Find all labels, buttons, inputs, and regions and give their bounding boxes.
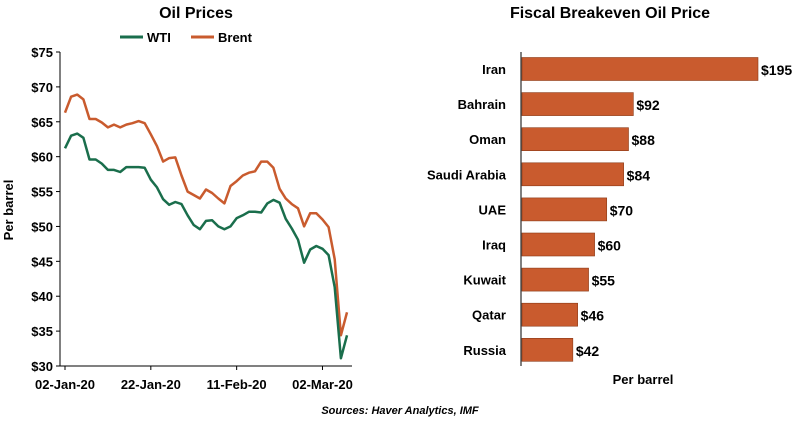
y-tick-label: $30 bbox=[31, 359, 53, 374]
bar-value-label: $55 bbox=[592, 273, 616, 289]
legend-brent-label: Brent bbox=[218, 30, 253, 45]
bar-kuwait bbox=[521, 267, 589, 292]
series-line-brent bbox=[63, 93, 349, 337]
bar-value-label: $46 bbox=[581, 308, 605, 324]
y-tick-label: $35 bbox=[31, 324, 53, 339]
oil-prices-title: Oil Prices bbox=[159, 5, 233, 22]
bar-category-label: Oman bbox=[469, 132, 506, 147]
breakeven-chart: Fiscal Breakeven Oil Price Iran $195 Bahra… bbox=[427, 5, 792, 387]
bar-category-label: Bahrain bbox=[458, 97, 506, 112]
y-axis-label: Per barrel bbox=[1, 180, 16, 241]
source-note: Sources: Haver Analytics, IMF bbox=[321, 405, 479, 417]
bar-category-label: UAE bbox=[479, 202, 507, 217]
bar-x-axis-label: Per barrel bbox=[613, 372, 674, 387]
x-tick-label: 02-Mar-20 bbox=[292, 377, 353, 392]
plot-lines bbox=[63, 93, 349, 360]
y-tick-label: $60 bbox=[31, 150, 53, 165]
y-tick-label: $45 bbox=[31, 254, 53, 269]
x-tick-label: 22-Jan-20 bbox=[121, 377, 181, 392]
bar-value-label: $60 bbox=[598, 238, 622, 254]
bar-value-label: $88 bbox=[632, 132, 656, 148]
bar-uae bbox=[521, 197, 608, 222]
y-tick-label: $65 bbox=[31, 115, 53, 130]
bar-value-label: $70 bbox=[610, 202, 634, 218]
bar-saudi-arabia bbox=[521, 162, 624, 187]
bar-value-label: $42 bbox=[576, 343, 600, 359]
bars: Iran $195 Bahrain $92 Oman $88 Saudi Arabia $84… bbox=[427, 57, 792, 362]
x-tick-label: 02-Jan-20 bbox=[35, 377, 95, 392]
bar-value-label: $92 bbox=[636, 97, 660, 113]
legend-wti-label: WTI bbox=[147, 30, 171, 45]
bar-category-label: Iran bbox=[482, 62, 506, 77]
bar-category-label: Qatar bbox=[472, 308, 506, 323]
y-tick-label: $50 bbox=[31, 219, 53, 234]
y-tick-label: $55 bbox=[31, 185, 53, 200]
bar-value-label: $195 bbox=[761, 62, 792, 78]
x-tick-label: 11-Feb-20 bbox=[207, 377, 267, 392]
bar-value-label: $84 bbox=[627, 167, 651, 183]
legend: WTI Brent bbox=[120, 30, 253, 45]
bar-category-label: Kuwait bbox=[463, 273, 506, 288]
breakeven-title: Fiscal Breakeven Oil Price bbox=[510, 5, 710, 22]
y-tick-label: $70 bbox=[31, 80, 53, 95]
bar-qatar bbox=[521, 302, 578, 327]
bar-category-label: Iraq bbox=[482, 238, 506, 253]
y-tick-label: $75 bbox=[31, 45, 53, 60]
bar-russia bbox=[521, 337, 574, 362]
oil-prices-chart: Oil Prices WTI Brent $75$70$65$60$55$50$… bbox=[1, 5, 353, 392]
bar-category-label: Saudi Arabia bbox=[427, 167, 507, 182]
bar-bahrain bbox=[521, 92, 634, 116]
y-tick-label: $40 bbox=[31, 289, 53, 304]
y-axis-ticks: $75 $70 $65 $60 $55 $50 $45 $40 $35 $30 bbox=[31, 45, 60, 374]
bar-iraq bbox=[521, 232, 595, 257]
series-line-wti bbox=[63, 132, 349, 360]
bar-iran bbox=[521, 57, 759, 81]
x-axis-ticks: 02-Jan-20 22-Jan-20 11-Feb-20 02-Mar-20 bbox=[35, 366, 353, 392]
bar-category-label: Russia bbox=[463, 343, 506, 358]
bar-oman bbox=[521, 127, 629, 151]
